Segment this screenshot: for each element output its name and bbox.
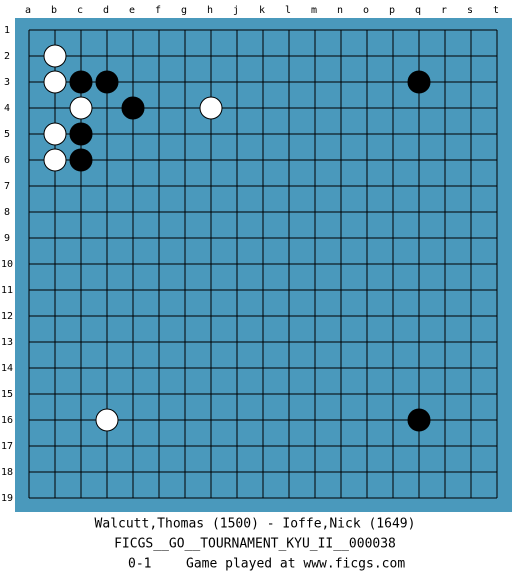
row-label: 12 [1,311,13,322]
row-label: 15 [1,389,13,400]
white-stone [95,408,119,432]
black-stone [69,122,93,146]
event: FICGS__GO__TOURNAMENT_KYU_II__000038 [114,537,396,552]
black-stone [407,408,431,432]
white-stone [43,44,67,68]
column-label: m [311,5,317,16]
column-label: c [77,5,83,16]
row-label: 5 [4,129,10,140]
column-label: q [415,5,421,16]
row-label: 17 [1,441,13,452]
white-stone [43,122,67,146]
row-label: 1 [4,25,10,36]
row-label: 7 [4,181,10,192]
black-stone [69,70,93,94]
column-label: n [337,5,343,16]
row-label: 9 [4,233,10,244]
white-stone [43,148,67,172]
row-label: 6 [4,155,10,166]
column-label: o [363,5,369,16]
column-label: g [181,5,187,16]
result: 0-1 [128,557,151,572]
note: Game played at www.ficgs.com [186,557,405,572]
row-label: 8 [4,207,10,218]
column-label: d [103,5,109,16]
white-stone [43,70,67,94]
row-label: 13 [1,337,13,348]
column-label: e [129,5,135,16]
row-label: 16 [1,415,13,426]
row-label: 11 [1,285,13,296]
row-label: 18 [1,467,13,478]
black-stone [121,96,145,120]
row-label: 14 [1,363,13,374]
column-label: k [259,5,265,16]
column-label: h [207,5,213,16]
row-label: 19 [1,493,13,504]
column-label: p [389,5,395,16]
column-label: f [155,5,161,16]
column-label: b [51,5,57,16]
column-label: r [441,5,447,16]
black-stone [407,70,431,94]
column-label: a [25,5,31,16]
row-label: 3 [4,77,10,88]
column-label: j [233,5,239,16]
column-label: t [493,5,499,16]
column-label: l [285,5,291,16]
black-stone [95,70,119,94]
black-stone [69,148,93,172]
row-label: 10 [1,259,13,270]
players: Walcutt,Thomas (1500) - Ioffe,Nick (1649… [95,517,416,532]
white-stone [199,96,223,120]
row-label: 2 [4,51,10,62]
white-stone [69,96,93,120]
row-label: 4 [4,103,10,114]
column-label: s [467,5,473,16]
